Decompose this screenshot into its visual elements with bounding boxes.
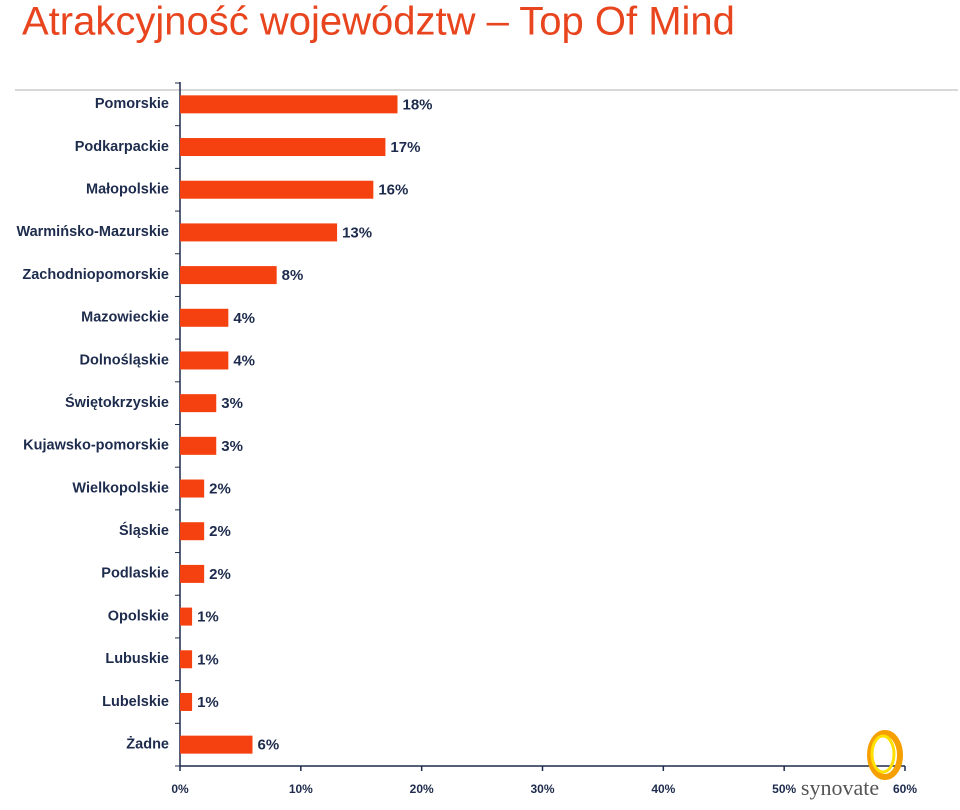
x-tick-label: 50%	[772, 782, 796, 796]
y-tick-label: Wielkopolskie	[72, 480, 169, 496]
value-label: 2%	[209, 481, 231, 498]
bar	[180, 564, 205, 583]
value-label: 16%	[378, 182, 408, 199]
bar	[180, 95, 398, 114]
x-tick-label: 30%	[530, 782, 554, 796]
value-label: 1%	[197, 694, 219, 711]
bar	[180, 650, 193, 669]
bar	[180, 479, 205, 498]
bar	[180, 266, 277, 285]
bar	[180, 308, 229, 327]
y-tick-label: Lubuskie	[105, 651, 169, 667]
y-tick-label: Zachodniopomorskie	[22, 267, 169, 283]
value-label: 17%	[390, 139, 420, 156]
y-tick-label: Podkarpackie	[75, 139, 169, 155]
bar	[180, 138, 386, 157]
value-label: 8%	[282, 267, 304, 284]
bar	[180, 735, 253, 754]
x-tick-label: 20%	[410, 782, 434, 796]
y-tick-label: Lubelskie	[102, 694, 169, 710]
y-tick-label: Kujawsko-pomorskie	[23, 438, 169, 454]
logo-ring	[870, 734, 896, 774]
y-tick-label: Śląskie	[119, 521, 169, 539]
bar	[180, 436, 217, 455]
logo-text: synovate	[801, 775, 879, 800]
x-tick-label: 60%	[893, 782, 917, 796]
value-label: 1%	[197, 609, 219, 626]
chart-title: Atrakcyjność województw – Top Of Mind	[22, 0, 735, 44]
y-tick-label: Mazowieckie	[81, 310, 169, 326]
value-label: 4%	[233, 352, 255, 369]
y-tick-label: Dolnośląskie	[80, 352, 169, 368]
value-label: 3%	[221, 395, 243, 412]
value-label: 2%	[209, 566, 231, 583]
bar	[180, 394, 217, 413]
logo-ring	[867, 730, 903, 780]
value-label: 2%	[209, 523, 231, 540]
y-tick-label: Podlaskie	[101, 566, 169, 582]
y-tick-label: Małopolskie	[86, 182, 169, 198]
value-label: 3%	[221, 438, 243, 455]
x-tick-label: 40%	[651, 782, 675, 796]
value-label: 4%	[233, 310, 255, 327]
value-label: 6%	[258, 737, 280, 754]
y-tick-label: Opolskie	[108, 608, 169, 624]
bar	[180, 522, 205, 541]
bar	[180, 180, 374, 199]
bar	[180, 692, 193, 711]
x-tick-label: 10%	[289, 782, 313, 796]
logo: synovate	[801, 730, 903, 800]
x-tick-label: 0%	[171, 782, 189, 796]
value-label: 18%	[403, 96, 433, 113]
value-label: 1%	[197, 651, 219, 668]
bar	[180, 223, 338, 242]
y-tick-label: Warmińsko-Mazurskie	[16, 224, 169, 240]
bar	[180, 607, 193, 626]
value-label: 13%	[342, 224, 372, 241]
bar	[180, 351, 229, 370]
y-tick-label: Żadne	[126, 735, 169, 752]
y-tick-label: Świętokrzyskie	[65, 393, 169, 411]
y-tick-label: Pomorskie	[95, 96, 169, 112]
